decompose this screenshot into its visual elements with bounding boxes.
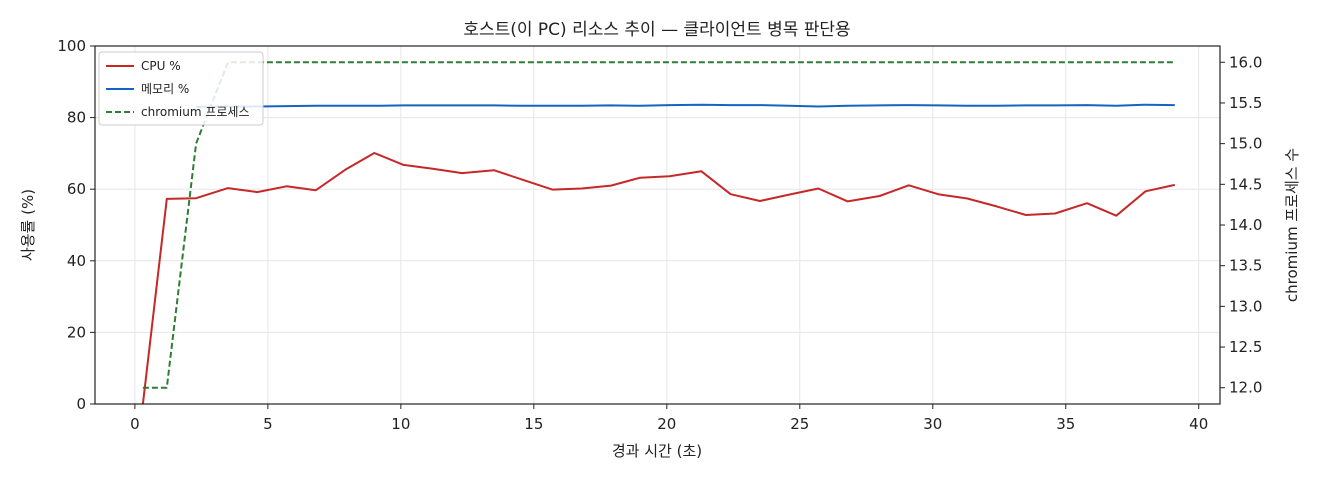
series-line-chromium <box>142 61 1175 389</box>
x-tick-label: 25 <box>790 415 809 433</box>
y2-tick-label: 14.5 <box>1229 175 1262 193</box>
chart-title: 호스트(이 PC) 리소스 추이 — 클라이언트 병목 판단용 <box>463 20 850 40</box>
axes: 0 5 10 15 20 25 30 35 40 0 20 40 60 80 100 12.0 12.5 13.0… <box>57 37 1262 433</box>
y2-tick-label: 14.0 <box>1229 216 1262 234</box>
series-line-cpu <box>141 152 1176 405</box>
x-tick-label: 5 <box>263 415 273 433</box>
x-tick-label: 0 <box>130 415 140 433</box>
y-tick-label: 40 <box>67 252 86 270</box>
x-tick-label: 40 <box>1189 415 1208 433</box>
x-tick-label: 20 <box>657 415 676 433</box>
series-layer <box>141 61 1176 405</box>
x-tick-label: 15 <box>524 415 543 433</box>
legend-label-cpu: CPU % <box>141 59 181 73</box>
y-tick-label: 20 <box>67 323 86 341</box>
x-tick-label: 10 <box>391 415 410 433</box>
y2-tick-label: 16.0 <box>1229 53 1262 71</box>
y-axis-title: 사용률 (%) <box>19 189 37 261</box>
y2-axis-title: chromium 프로세스 수 <box>1283 148 1301 302</box>
legend-label-chromium: chromium 프로세스 <box>141 105 250 119</box>
y2-tick-label: 15.0 <box>1229 135 1262 153</box>
series-line-memory <box>196 103 1175 108</box>
y2-tick-label: 15.5 <box>1229 94 1262 112</box>
x-tick-label: 30 <box>923 415 942 433</box>
y-tick-label: 0 <box>76 395 86 413</box>
y2-tick-label: 12.5 <box>1229 338 1262 356</box>
y-tick-label: 60 <box>67 180 86 198</box>
legend: CPU % 메모리 % chromium 프로세스 <box>98 51 264 126</box>
y-tick-label: 80 <box>67 109 86 127</box>
legend-label-memory: 메모리 % <box>141 82 189 96</box>
y-tick-label: 100 <box>57 37 86 55</box>
x-axis-title: 경과 시간 (초) <box>612 442 702 460</box>
y2-tick-label: 13.5 <box>1229 257 1262 275</box>
x-tick-label: 35 <box>1056 415 1075 433</box>
y2-tick-label: 13.0 <box>1229 297 1262 315</box>
legend-box <box>98 51 264 126</box>
y2-tick-label: 12.0 <box>1229 379 1262 397</box>
